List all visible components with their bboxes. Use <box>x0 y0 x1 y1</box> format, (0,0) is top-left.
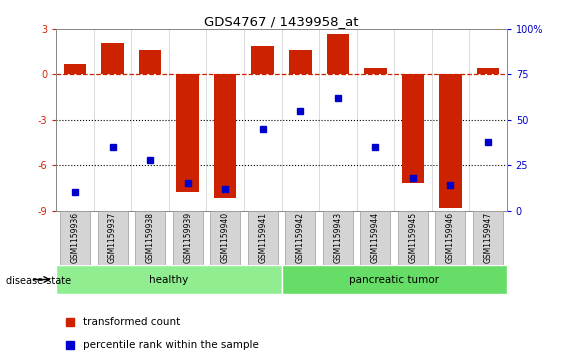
FancyBboxPatch shape <box>473 211 503 265</box>
Text: GSM1159945: GSM1159945 <box>408 212 417 263</box>
FancyBboxPatch shape <box>285 211 315 265</box>
Text: disease state: disease state <box>6 276 71 286</box>
FancyBboxPatch shape <box>282 265 507 294</box>
FancyBboxPatch shape <box>135 211 165 265</box>
Text: GSM1159947: GSM1159947 <box>484 212 493 263</box>
Text: GSM1159942: GSM1159942 <box>296 212 305 263</box>
Bar <box>214 74 236 199</box>
Bar <box>439 74 462 208</box>
Text: GSM1159940: GSM1159940 <box>221 212 230 263</box>
Text: GSM1159941: GSM1159941 <box>258 212 267 263</box>
Bar <box>364 68 387 74</box>
Bar <box>139 50 162 74</box>
Text: GSM1159936: GSM1159936 <box>70 212 79 263</box>
Bar <box>252 46 274 74</box>
FancyBboxPatch shape <box>435 211 466 265</box>
FancyBboxPatch shape <box>323 211 353 265</box>
Text: percentile rank within the sample: percentile rank within the sample <box>83 340 259 350</box>
Bar <box>477 68 499 74</box>
Text: transformed count: transformed count <box>83 317 181 327</box>
Bar <box>176 74 199 192</box>
Bar <box>101 43 124 74</box>
FancyBboxPatch shape <box>210 211 240 265</box>
FancyBboxPatch shape <box>398 211 428 265</box>
Text: GSM1159938: GSM1159938 <box>146 212 155 263</box>
Text: healthy: healthy <box>149 274 189 285</box>
Bar <box>401 74 424 183</box>
Bar <box>327 34 349 74</box>
FancyBboxPatch shape <box>173 211 203 265</box>
FancyBboxPatch shape <box>97 211 128 265</box>
Bar <box>289 50 311 74</box>
Text: GSM1159943: GSM1159943 <box>333 212 342 263</box>
FancyBboxPatch shape <box>248 211 278 265</box>
Bar <box>64 64 86 74</box>
Title: GDS4767 / 1439958_at: GDS4767 / 1439958_at <box>204 15 359 28</box>
Text: GSM1159939: GSM1159939 <box>183 212 192 263</box>
Text: pancreatic tumor: pancreatic tumor <box>349 274 439 285</box>
FancyBboxPatch shape <box>360 211 390 265</box>
FancyBboxPatch shape <box>56 265 282 294</box>
Text: GSM1159937: GSM1159937 <box>108 212 117 263</box>
Text: GSM1159946: GSM1159946 <box>446 212 455 263</box>
Text: GSM1159944: GSM1159944 <box>371 212 380 263</box>
FancyBboxPatch shape <box>60 211 90 265</box>
